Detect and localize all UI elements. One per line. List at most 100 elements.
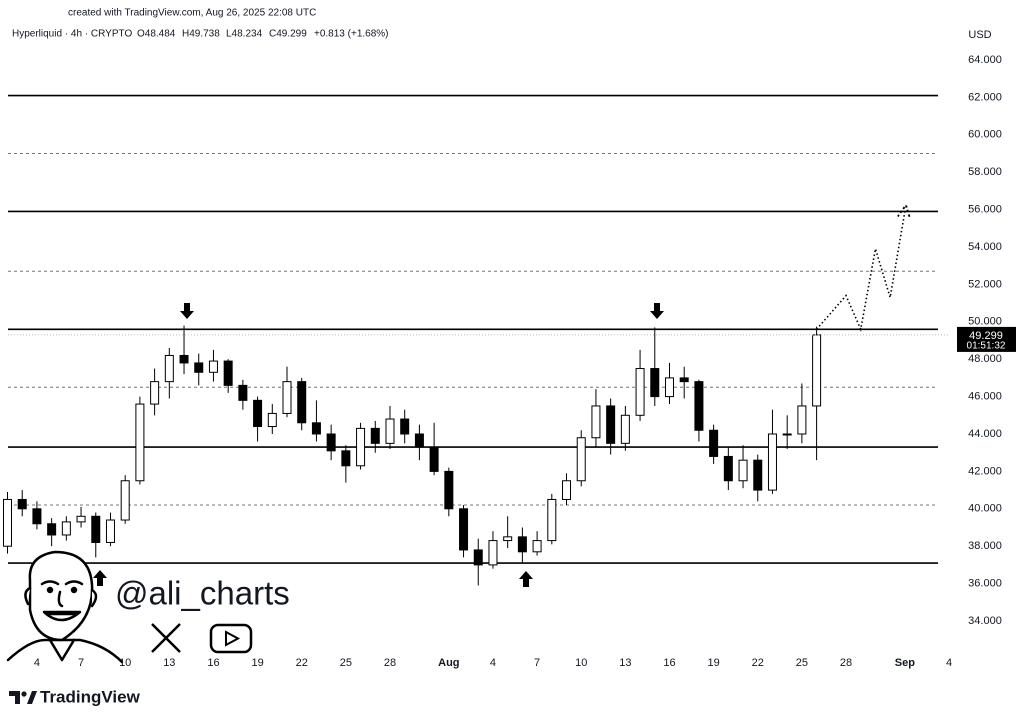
candle bbox=[532, 531, 542, 556]
candle bbox=[135, 396, 145, 485]
candle-body bbox=[267, 412, 277, 428]
candle-body bbox=[150, 381, 160, 405]
candle-body bbox=[297, 381, 307, 424]
candle-body bbox=[753, 459, 763, 491]
countdown: 01:51:32 bbox=[967, 341, 1006, 352]
y-tick-label: 56.000 bbox=[968, 204, 1002, 216]
x-tick-label: 19 bbox=[251, 657, 263, 669]
arrow-up bbox=[519, 571, 533, 587]
candle-body bbox=[120, 480, 130, 521]
header: Hyperliquid · 4h · CRYPTO O48.484 H49.73… bbox=[12, 29, 389, 40]
candle bbox=[91, 512, 101, 558]
x-tick-label: 28 bbox=[384, 657, 396, 669]
candle-body bbox=[91, 515, 101, 543]
x-tick-label: 13 bbox=[163, 657, 175, 669]
candle bbox=[797, 383, 807, 444]
candle-body bbox=[488, 540, 498, 566]
candle-body bbox=[473, 549, 483, 566]
low-value: L48.234 bbox=[226, 29, 263, 40]
close-value: C49.299 bbox=[269, 29, 307, 40]
projection bbox=[815, 211, 905, 332]
candle bbox=[591, 389, 601, 448]
y-tick-label: 62.000 bbox=[968, 91, 1002, 103]
brand: TradingView bbox=[40, 687, 141, 706]
candle bbox=[723, 447, 733, 491]
candle bbox=[47, 518, 57, 547]
y-tick-label: 50.000 bbox=[968, 316, 1002, 328]
candle-body bbox=[459, 508, 469, 551]
candle bbox=[17, 490, 27, 517]
candle bbox=[517, 527, 527, 564]
candle-body bbox=[135, 403, 145, 482]
y-tick-label: 42.000 bbox=[968, 465, 1002, 477]
symbol: Hyperliquid · 4h · CRYPTO bbox=[12, 29, 132, 40]
candle-body bbox=[414, 433, 424, 448]
x-tick-label: 25 bbox=[796, 657, 808, 669]
x-tick-label: 7 bbox=[78, 657, 84, 669]
x-tick-label: 4 bbox=[490, 657, 496, 669]
candle bbox=[120, 475, 130, 524]
candle-body bbox=[679, 377, 689, 383]
y-axis-label: USD bbox=[968, 29, 991, 41]
candle bbox=[194, 353, 204, 386]
candle bbox=[341, 445, 351, 483]
candle bbox=[429, 422, 439, 476]
y-tick-label: 60.000 bbox=[968, 129, 1002, 141]
candle bbox=[297, 377, 307, 431]
candle bbox=[105, 512, 115, 547]
y-tick-label: 36.000 bbox=[968, 578, 1002, 590]
candle bbox=[370, 420, 380, 453]
candle bbox=[76, 506, 86, 528]
x-logo bbox=[151, 623, 181, 653]
avatar bbox=[6, 550, 124, 664]
candle bbox=[208, 349, 218, 382]
candle bbox=[782, 415, 792, 449]
arrow-down bbox=[180, 303, 194, 319]
candle-body bbox=[606, 405, 616, 444]
candle bbox=[326, 424, 336, 461]
candle-body bbox=[620, 414, 630, 444]
x-tick-label: 7 bbox=[534, 657, 540, 669]
candle bbox=[709, 424, 719, 464]
candle bbox=[414, 424, 424, 461]
x-tick-label: 13 bbox=[619, 657, 631, 669]
candle-body bbox=[253, 399, 263, 428]
x-tick-label: 19 bbox=[708, 657, 720, 669]
x-tick-label: 25 bbox=[340, 657, 352, 669]
candle bbox=[238, 379, 248, 410]
candle bbox=[503, 516, 513, 549]
candle-body bbox=[400, 418, 410, 435]
candle-body bbox=[326, 433, 336, 452]
candle bbox=[385, 405, 395, 449]
candle-body bbox=[444, 470, 454, 510]
candle bbox=[562, 473, 572, 506]
candle-body bbox=[429, 446, 439, 472]
candle-body bbox=[32, 508, 42, 525]
candle bbox=[356, 422, 366, 470]
x-tick-label: Sep bbox=[895, 657, 915, 669]
candle bbox=[650, 327, 660, 406]
watermark: @ali_charts bbox=[115, 575, 290, 612]
x-tick-label: 10 bbox=[119, 657, 131, 669]
candle bbox=[400, 409, 410, 444]
candle-body bbox=[17, 498, 27, 510]
candle-body bbox=[282, 381, 292, 414]
candle-body bbox=[797, 405, 807, 435]
candle-body bbox=[767, 433, 777, 491]
candle-body bbox=[664, 377, 674, 398]
candle-body bbox=[723, 455, 733, 482]
credit: created with TradingView.com, Aug 26, 20… bbox=[68, 8, 316, 19]
y-tick-label: 34.000 bbox=[968, 615, 1002, 627]
candle bbox=[32, 501, 42, 530]
y-tick-label: 48.000 bbox=[968, 353, 1002, 365]
candle-body bbox=[194, 362, 204, 373]
candle bbox=[282, 366, 292, 418]
candle-body bbox=[635, 368, 645, 416]
arrow-down bbox=[650, 303, 664, 319]
x-tick-label: 22 bbox=[296, 657, 308, 669]
candle-body bbox=[709, 429, 719, 457]
candle bbox=[620, 405, 630, 451]
candle-body bbox=[311, 422, 321, 435]
